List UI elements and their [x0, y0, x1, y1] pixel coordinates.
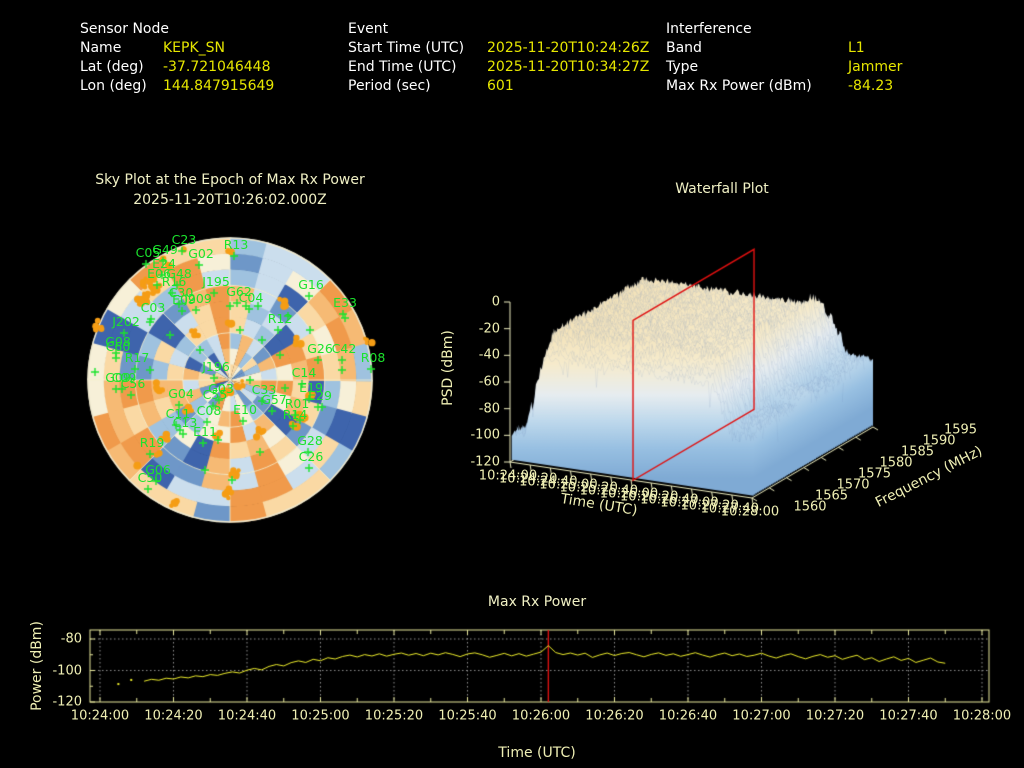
sensor-lon-label: Lon (deg) — [80, 78, 147, 94]
power-y-tick: -80 — [60, 631, 82, 647]
satellite-label-R19: R19 — [139, 435, 165, 450]
satellite-label-E24: E24 — [152, 256, 176, 271]
power-y-tick: -120 — [52, 694, 82, 710]
interference-type-label: Type — [666, 59, 699, 75]
satellite-label-C03: C03 — [140, 300, 166, 315]
satellite-label-E09: E09 — [172, 292, 196, 307]
event-period-label: Period (sec) — [348, 78, 431, 94]
satellite-label-J195: J195 — [202, 274, 230, 289]
sky-plot-canvas — [80, 230, 380, 530]
satellite-label-G09: G09 — [105, 370, 131, 385]
satellite-label-J202: J202 — [112, 314, 140, 329]
satellite-label-G16: G16 — [298, 277, 324, 292]
satellite-label-E10: E10 — [233, 402, 257, 417]
satellite-label-R08: R08 — [360, 350, 386, 365]
satellite-label-G03: G03 — [208, 381, 234, 396]
satellite-label-C05: C05 — [135, 245, 161, 260]
satellite-label-G02: G02 — [188, 246, 214, 261]
max-rx-power-xlabel: Time (UTC) — [498, 745, 576, 761]
satellite-label-J196: J196 — [202, 359, 230, 374]
satellite-label-G57: G57 — [261, 392, 287, 407]
interference-title: Interference — [666, 21, 752, 37]
sky-plot-title-line1: Sky Plot at the Epoch of Max Rx Power — [95, 172, 365, 188]
satellite-label-R12: R12 — [267, 311, 293, 326]
interference-band-value: L1 — [848, 40, 865, 56]
satellite-label-G49: G49 — [152, 242, 178, 257]
satellite-label-C11: C11 — [165, 406, 191, 421]
interference-maxpower-value: -84.23 — [848, 78, 894, 94]
satellite-label-R13: R13 — [223, 237, 249, 252]
satellite-label-C26: C26 — [298, 449, 324, 464]
satellite-label-C50: C50 — [137, 470, 163, 485]
satellite-label-G48: G48 — [166, 266, 192, 281]
satellite-label-G28: G28 — [297, 433, 323, 448]
event-start-value: 2025-11-20T10:24:26Z — [487, 40, 650, 56]
sky-plot-satellite-labels: C23 G49 C05 G02 R13 E24 E06 G48 R16 C30 E09 J209 J19… — [80, 230, 385, 530]
max-rx-power-title: Max Rx Power — [487, 594, 587, 610]
sensor-lon-value: 144.847915649 — [163, 78, 275, 94]
satellite-label-C56: C56 — [120, 376, 146, 391]
sensor-lat-value: -37.721046448 — [163, 59, 271, 75]
event-start-label: Start Time (UTC) — [348, 40, 465, 56]
power-y-tick: -100 — [52, 663, 82, 678]
satellite-label-C23: C23 — [171, 232, 197, 247]
event-end-value: 2025-11-20T10:34:27Z — [487, 59, 650, 75]
waterfall-zlabel: PSD (dBm) — [440, 330, 456, 406]
interference-type-value: Jammer — [848, 59, 903, 75]
max-rx-power-canvas — [85, 625, 997, 717]
waterfall-canvas — [430, 225, 1024, 535]
satellite-label-C42: C42 — [331, 341, 357, 356]
satellite-label-E33: E33 — [333, 295, 357, 310]
satellite-label-C13: C13 — [172, 415, 198, 430]
satellite-label-C04: C04 — [238, 290, 264, 305]
satellite-label-R17: R17 — [124, 350, 150, 365]
satellite-label-C14: C14 — [291, 365, 317, 380]
satellite-label-C60: C60 — [105, 339, 131, 354]
satellite-label-J209: J209 — [184, 291, 212, 306]
sensor-node-title: Sensor Node — [80, 21, 169, 37]
sensor-lat-label: Lat (deg) — [80, 59, 144, 75]
satellite-label-E19: E19 — [299, 380, 323, 395]
satellite-label-G26: G26 — [307, 341, 333, 356]
satellite-label-E11: E11 — [193, 424, 217, 439]
waterfall-title: Waterfall Plot — [675, 181, 769, 197]
sky-plot-title-line2: 2025-11-20T10:26:02.000Z — [133, 192, 327, 208]
interference-maxpower-label: Max Rx Power (dBm) — [666, 78, 812, 94]
satellite-label-G04: G04 — [168, 386, 194, 401]
satellite-label-R16: R16 — [161, 274, 187, 289]
satellite-label-C55: C55 — [202, 387, 228, 402]
satellite-label-C08: C08 — [196, 403, 222, 418]
event-period-value: 601 — [487, 78, 514, 94]
satellite-label-R01: R01 — [284, 396, 310, 411]
satellite-label-E29: E29 — [308, 388, 332, 403]
satellite-label-C30: C30 — [168, 285, 194, 300]
satellite-label-G62: G62 — [226, 284, 252, 299]
satellite-label-G08: G08 — [105, 334, 131, 349]
event-title: Event — [348, 21, 389, 37]
max-rx-power-ylabel: Power (dBm) — [29, 621, 45, 711]
event-end-label: End Time (UTC) — [348, 59, 457, 75]
sensor-name-value: KEPK_SN — [163, 40, 226, 56]
satellite-label-E06: E06 — [147, 266, 171, 281]
satellite-label-C33: C33 — [251, 382, 277, 397]
sensor-name-label: Name — [80, 40, 122, 56]
interference-band-label: Band — [666, 40, 702, 56]
satellite-label-C09: C09 — [111, 370, 137, 385]
satellite-label-G06: G06 — [145, 462, 171, 477]
satellite-label-R14: R14 — [282, 407, 308, 422]
